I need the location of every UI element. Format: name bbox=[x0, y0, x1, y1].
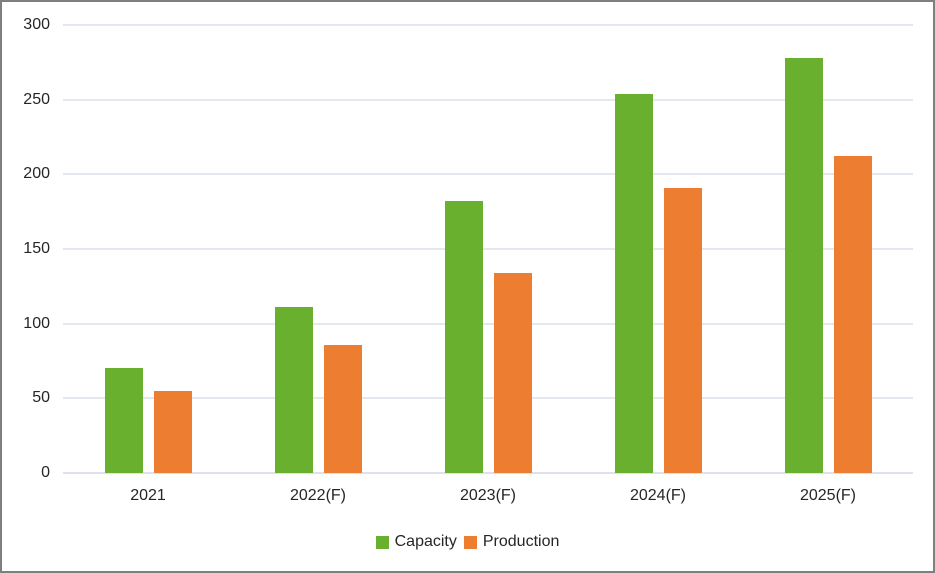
x-tick-label: 2025(F) bbox=[799, 487, 857, 504]
x-tick-label: 2021 bbox=[130, 487, 166, 504]
y-tick-label: 150 bbox=[23, 240, 50, 257]
bar-capacity-2023(F) bbox=[444, 201, 483, 473]
legend-item-capacity: Capacity bbox=[375, 533, 457, 551]
bar-capacity-2022(F) bbox=[274, 307, 313, 473]
y-tick-label: 250 bbox=[23, 90, 50, 108]
x-tick-label: 2023(F) bbox=[459, 487, 517, 504]
legend-label-production: Production bbox=[482, 533, 560, 550]
bar-production-2025(F) bbox=[833, 156, 872, 473]
y-tick-label: 300 bbox=[23, 16, 50, 33]
legend-item-production: Production bbox=[463, 533, 560, 551]
bar-capacity-2025(F) bbox=[784, 57, 823, 473]
gridline bbox=[63, 173, 913, 176]
x-tick-label: 2024(F) bbox=[629, 487, 687, 504]
bar-capacity-2021 bbox=[104, 368, 143, 473]
bar-production-2021 bbox=[153, 390, 192, 473]
bar-production-2024(F) bbox=[663, 187, 702, 473]
y-tick-label: 100 bbox=[23, 314, 50, 332]
legend: Capacity Production bbox=[2, 533, 933, 551]
gridline bbox=[63, 98, 913, 101]
gridline bbox=[63, 322, 913, 325]
gridline bbox=[63, 24, 913, 26]
gridline bbox=[63, 397, 913, 400]
y-tick-label: 50 bbox=[32, 389, 50, 407]
y-tick-label: 200 bbox=[23, 165, 50, 183]
legend-label-capacity: Capacity bbox=[394, 533, 457, 550]
bar-capacity-2024(F) bbox=[614, 93, 653, 473]
capacity-swatch-icon bbox=[375, 535, 389, 549]
x-tick-label: 2022(F) bbox=[289, 487, 347, 504]
bar-production-2023(F) bbox=[493, 272, 532, 473]
production-swatch-icon bbox=[463, 535, 477, 549]
y-tick-label: 0 bbox=[41, 464, 50, 481]
gridline bbox=[63, 248, 913, 250]
bar-production-2022(F) bbox=[323, 344, 362, 473]
x-axis-line bbox=[63, 472, 913, 474]
